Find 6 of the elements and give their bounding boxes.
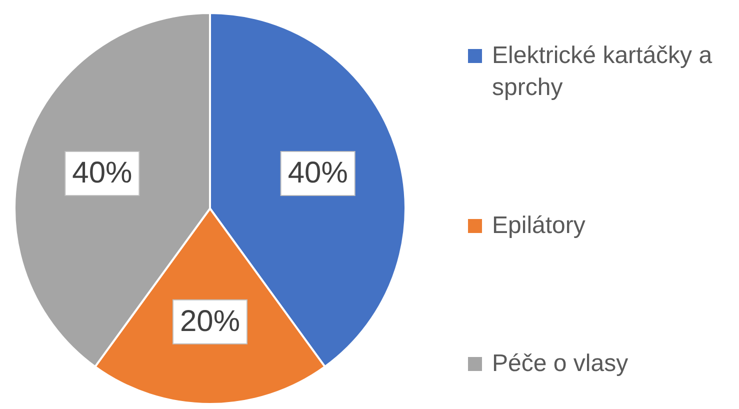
- legend-label: Epilátory: [492, 211, 586, 241]
- data-label: 20%: [180, 305, 240, 338]
- legend-label: Péče o vlasy: [492, 349, 628, 379]
- data-label: 40%: [72, 156, 132, 190]
- data-label: 40%: [288, 156, 348, 190]
- legend-label: Elektrické kartáčky a sprchy: [492, 41, 714, 103]
